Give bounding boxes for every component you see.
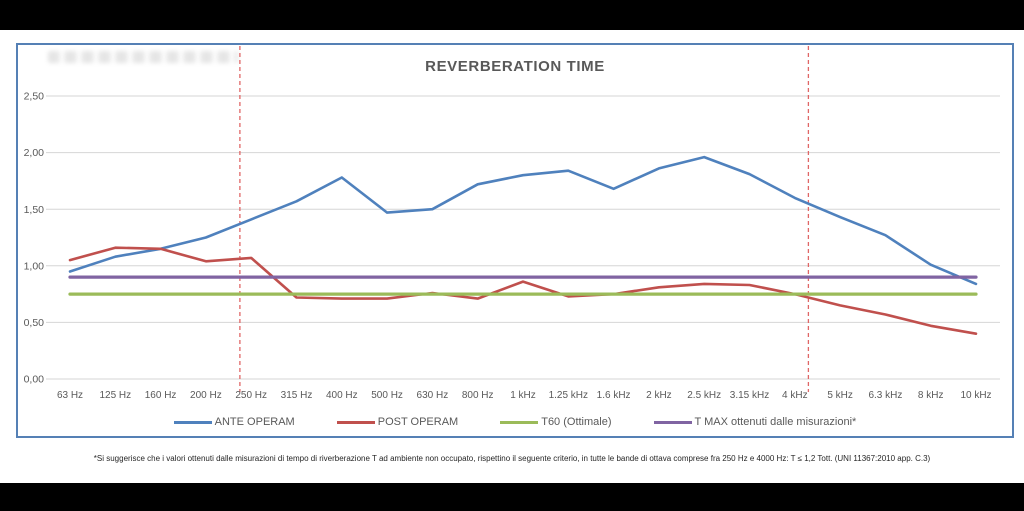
footnote: *Si suggerisce che i valori ottenuti dal… bbox=[93, 454, 931, 463]
x-axis-label: 5 kHz bbox=[827, 390, 853, 401]
legend-label: POST OPERAM bbox=[377, 416, 459, 428]
legend-line-swatch bbox=[173, 420, 212, 424]
x-axis-label: 400 Hz bbox=[326, 390, 358, 401]
x-axis-label: 4 kHz bbox=[782, 390, 808, 401]
x-axis-label: 1.25 kHz bbox=[549, 390, 588, 401]
x-axis-label: 200 Hz bbox=[190, 390, 222, 401]
chart-title: REVERBERATION TIME bbox=[425, 58, 605, 75]
x-axis-label: 250 Hz bbox=[235, 390, 267, 401]
x-axis-label: 8 kHz bbox=[918, 390, 944, 401]
x-axis-label: 315 Hz bbox=[281, 390, 313, 401]
x-axis-label: 6.3 kHz bbox=[868, 390, 902, 401]
bottom-black-bar bbox=[0, 483, 1024, 511]
y-axis-label: 2,50 bbox=[24, 91, 45, 103]
top-black-bar bbox=[0, 0, 1024, 30]
x-axis-label: 125 Hz bbox=[99, 390, 131, 401]
x-axis-label: 2 kHz bbox=[646, 390, 672, 401]
x-axis-label: 3.15 kHz bbox=[730, 390, 769, 401]
reverberation-chart: 2,50 2,00 1,50 1,00 0,50 0,00 63 Hz 125 Hz 160 H… bbox=[24, 46, 1000, 401]
chart-legend: ANTE OPERAM POST OPERAM T60 (Ottimale) T MA… bbox=[18, 416, 1012, 428]
legend-item-ante-operam: ANTE OPERAM bbox=[173, 416, 295, 428]
x-axis-label: 1 kHz bbox=[510, 390, 536, 401]
redacted-watermark bbox=[48, 51, 238, 63]
y-axis-label: 1,50 bbox=[24, 204, 45, 216]
x-axis-label: 160 Hz bbox=[145, 390, 177, 401]
x-axis-label: 500 Hz bbox=[371, 390, 403, 401]
legend-label: T60 (Ottimale) bbox=[541, 416, 612, 428]
x-axis-label: 63 Hz bbox=[57, 390, 83, 401]
series-line-ante-operam bbox=[68, 155, 978, 286]
x-axis-label: 1.6 kHz bbox=[597, 390, 631, 401]
y-axis-label: 1,00 bbox=[24, 260, 45, 272]
legend-line-swatch bbox=[653, 420, 692, 424]
legend-line-swatch bbox=[336, 420, 375, 424]
series-line-post-operam bbox=[68, 246, 978, 336]
legend-item-post-operam: POST OPERAM bbox=[336, 416, 459, 428]
y-axis-label: 0,50 bbox=[24, 317, 45, 329]
legend-item-t-max-ottenuti-dalle-misurazioni: T MAX ottenuti dalle misurazioni* bbox=[653, 416, 857, 428]
legend-label: T MAX ottenuti dalle misurazioni* bbox=[694, 416, 857, 428]
x-axis-label: 800 Hz bbox=[462, 390, 494, 401]
legend-label: ANTE OPERAM bbox=[214, 416, 295, 428]
legend-item-t60-ottimale: T60 (Ottimale) bbox=[500, 416, 612, 428]
x-axis-label: 2.5 kHz bbox=[687, 390, 721, 401]
legend-line-swatch bbox=[500, 420, 539, 424]
y-axis-label: 2,00 bbox=[24, 147, 45, 159]
y-axis-label: 0,00 bbox=[24, 374, 45, 386]
chart-frame: 2,50 2,00 1,50 1,00 0,50 0,00 63 Hz 125 Hz 160 H… bbox=[16, 43, 1014, 438]
x-axis-label: 10 kHz bbox=[960, 390, 991, 401]
x-axis-label: 630 Hz bbox=[417, 390, 449, 401]
